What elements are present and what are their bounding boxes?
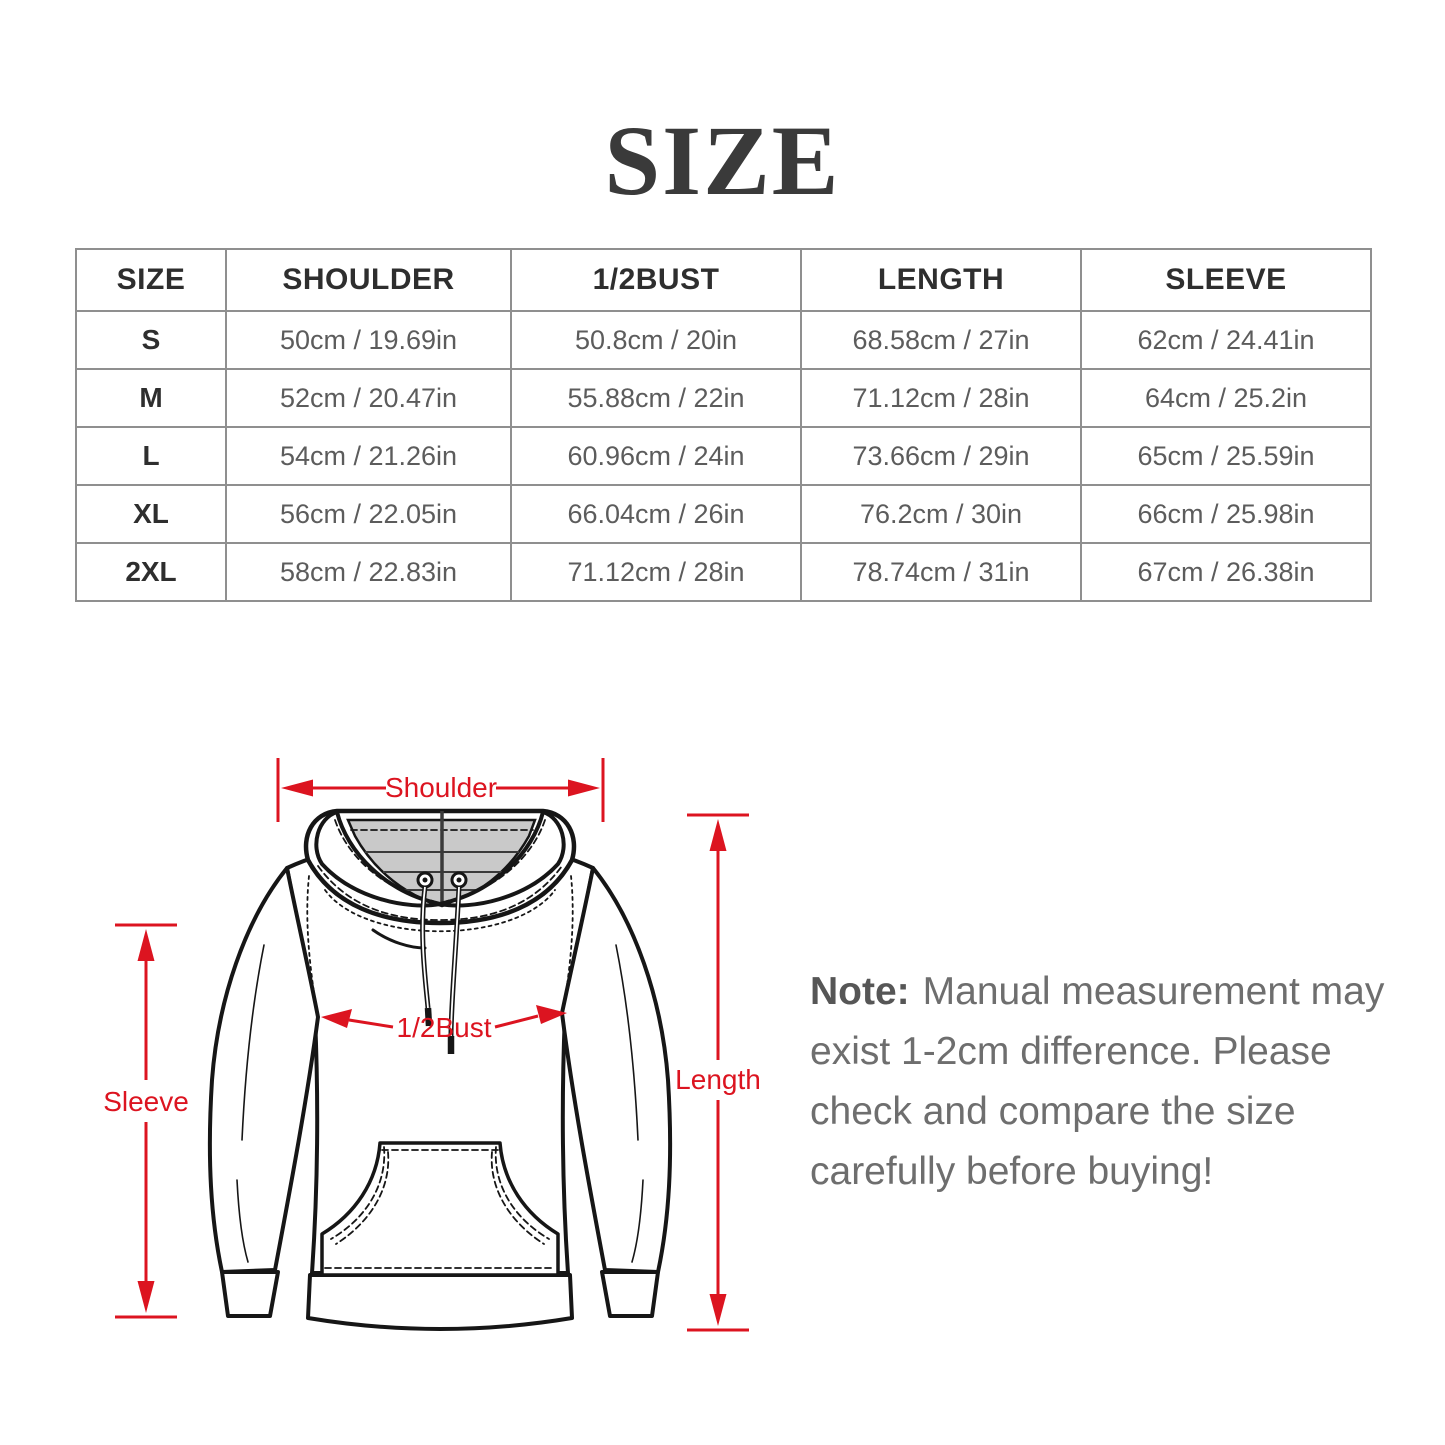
note-line: carefully before buying! — [810, 1150, 1214, 1193]
cell-shoulder: 50cm / 19.69in — [225, 310, 512, 370]
hoodie-drawing — [207, 808, 673, 1331]
cell-length: 73.66cm / 29in — [800, 426, 1082, 486]
hood-flap-left — [314, 810, 442, 908]
table-row-m: M 52cm / 20.47in 55.88cm / 22in 71.12cm … — [75, 368, 1372, 428]
cell-size: XL — [75, 484, 227, 544]
cell-shoulder: 52cm / 20.47in — [225, 368, 512, 428]
size-table-header-row: SIZE SHOULDER 1/2BUST LENGTH SLEEVE — [75, 248, 1372, 312]
length-arrow: Length — [675, 813, 761, 1332]
col-header-length: LENGTH — [800, 248, 1082, 312]
shoulder-arrow: Shoulder — [276, 758, 605, 822]
cell-half-bust: 66.04cm / 26in — [510, 484, 802, 544]
cell-sleeve: 62cm / 24.41in — [1080, 310, 1372, 370]
cell-half-bust: 50.8cm / 20in — [510, 310, 802, 370]
note-label: Note: — [810, 970, 910, 1013]
note-text: Manual measurement may — [922, 970, 1385, 1013]
cell-length: 76.2cm / 30in — [800, 484, 1082, 544]
cell-shoulder: 54cm / 21.26in — [225, 426, 512, 486]
cell-sleeve: 67cm / 26.38in — [1080, 542, 1372, 602]
hoodie-cuff-left — [220, 1270, 280, 1318]
col-header-half-bust: 1/2BUST — [510, 248, 802, 312]
cell-half-bust: 55.88cm / 22in — [510, 368, 802, 428]
cell-sleeve: 65cm / 25.59in — [1080, 426, 1372, 486]
cell-sleeve: 64cm / 25.2in — [1080, 368, 1372, 428]
measurement-note: Note: Manual measurement may exist 1-2cm … — [810, 962, 1384, 1202]
col-header-shoulder: SHOULDER — [225, 248, 512, 312]
cell-half-bust: 71.12cm / 28in — [510, 542, 802, 602]
cell-sleeve: 66cm / 25.98in — [1080, 484, 1372, 544]
hoodie-cuff-right — [600, 1270, 660, 1318]
page-title: SIZE — [604, 105, 841, 216]
half-bust-label: 1/2Bust — [397, 1012, 492, 1043]
note-line: Note: Manual measurement may — [810, 962, 1384, 1022]
hood-flap-right — [438, 810, 566, 908]
note-line: check and compare the size — [810, 1090, 1296, 1133]
half-bust-arrow: 1/2Bust — [321, 1005, 567, 1043]
cell-shoulder: 58cm / 22.83in — [225, 542, 512, 602]
cell-shoulder: 56cm / 22.05in — [225, 484, 512, 544]
sleeve-arrow: Sleeve — [103, 923, 189, 1319]
cell-length: 78.74cm / 31in — [800, 542, 1082, 602]
table-row-2xl: 2XL 58cm / 22.83in 71.12cm / 28in 78.74c… — [75, 542, 1372, 602]
cell-length: 68.58cm / 27in — [800, 310, 1082, 370]
hoodie-drawstrings — [416, 871, 468, 1054]
cell-half-bust: 60.96cm / 24in — [510, 426, 802, 486]
sleeve-label: Sleeve — [103, 1086, 189, 1117]
size-table: SIZE SHOULDER 1/2BUST LENGTH SLEEVE S 50… — [75, 248, 1372, 602]
cell-size: S — [75, 310, 227, 370]
cell-size: L — [75, 426, 227, 486]
cell-length: 71.12cm / 28in — [800, 368, 1082, 428]
hoodie-measurement-diagram: Shoulder 1/2Bust Length Sleeve — [85, 740, 785, 1360]
table-row-l: L 54cm / 21.26in 60.96cm / 24in 73.66cm … — [75, 426, 1372, 486]
col-header-sleeve: SLEEVE — [1080, 248, 1372, 312]
table-row-xl: XL 56cm / 22.05in 66.04cm / 26in 76.2cm … — [75, 484, 1372, 544]
note-line: exist 1-2cm difference. Please — [810, 1030, 1332, 1073]
hoodie-hem-band — [306, 1273, 574, 1331]
col-header-size: SIZE — [75, 248, 227, 312]
cell-size: 2XL — [75, 542, 227, 602]
shoulder-label: Shoulder — [385, 772, 497, 803]
length-label: Length — [675, 1064, 761, 1095]
cell-size: M — [75, 368, 227, 428]
table-row-s: S 50cm / 19.69in 50.8cm / 20in 68.58cm /… — [75, 310, 1372, 370]
hoodie-hood — [303, 808, 577, 950]
